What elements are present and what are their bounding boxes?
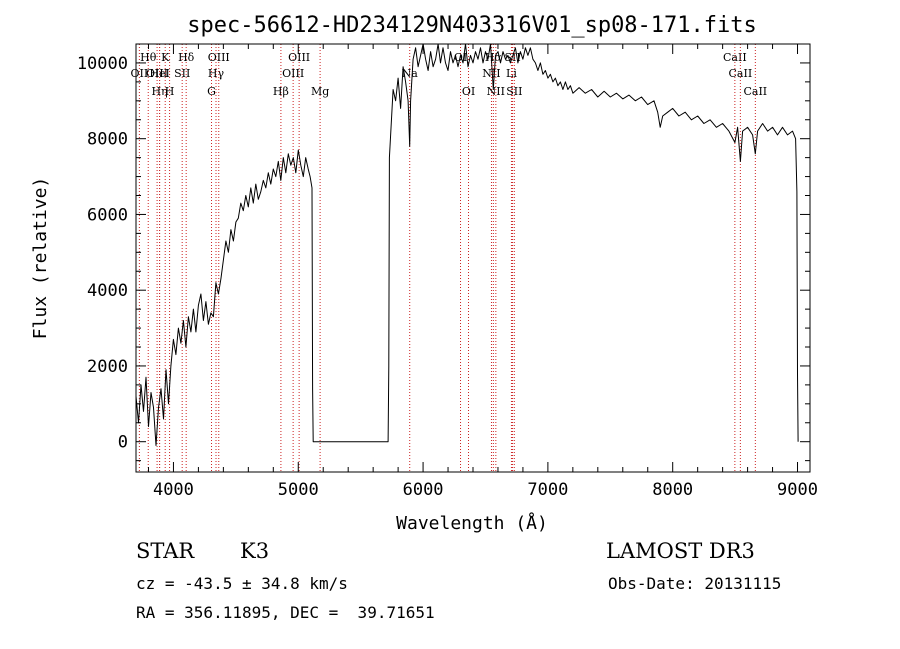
line-marker-label: Hγ bbox=[208, 67, 225, 80]
x-axis-label: Wavelength (Å) bbox=[396, 512, 548, 534]
line-marker-label: Li bbox=[506, 67, 517, 80]
line-marker-label: Mg bbox=[311, 85, 329, 98]
line-marker-label: OIII bbox=[288, 51, 310, 64]
x-tick-label: 7000 bbox=[527, 480, 568, 500]
y-tick-label: 2000 bbox=[87, 357, 128, 377]
line-marker-label: NII bbox=[482, 67, 500, 80]
x-tick-label: 6000 bbox=[403, 480, 444, 500]
line-marker-label: OII bbox=[131, 67, 149, 80]
object-class: STAR bbox=[136, 539, 195, 563]
line-marker-label: Hδ bbox=[178, 51, 195, 64]
observation-date: Obs-Date: 20131115 bbox=[608, 574, 782, 593]
line-marker-label: SII bbox=[506, 85, 522, 98]
line-marker-label: OIII bbox=[146, 67, 168, 80]
line-marker-label: OIII bbox=[282, 67, 304, 80]
line-marker-label: HeI bbox=[149, 67, 169, 80]
y-tick-label: 8000 bbox=[87, 130, 128, 150]
line-marker-label: Na bbox=[402, 67, 419, 80]
line-marker-label: CaII bbox=[729, 67, 753, 80]
spectrum-chart: spec-56612-HD234129N403316V01_sp08-171.f… bbox=[30, 13, 818, 534]
y-tick-label: 0 bbox=[118, 433, 128, 453]
x-tick-label: 9000 bbox=[777, 480, 818, 500]
object-subclass: K3 bbox=[240, 539, 270, 563]
line-marker-label: CaII bbox=[723, 51, 747, 64]
line-marker-label: Hβ bbox=[273, 85, 289, 98]
line-marker-label: OI bbox=[462, 85, 475, 98]
chart-title: spec-56612-HD234129N403316V01_sp08-171.f… bbox=[187, 13, 757, 38]
line-marker-label: Hθ bbox=[140, 51, 157, 64]
line-marker-label: SII bbox=[174, 67, 190, 80]
line-marker-label: CaII bbox=[743, 85, 767, 98]
y-tick-label: 10000 bbox=[77, 54, 128, 74]
spectrum-line-0 bbox=[135, 43, 799, 446]
y-axis-label: Flux (relative) bbox=[30, 177, 51, 340]
line-marker-label: Hη bbox=[151, 85, 167, 98]
coordinates-readout: RA = 356.11895, DEC = 39.71651 bbox=[136, 603, 435, 622]
plot-frame bbox=[135, 43, 811, 473]
redshift-readout: cz = -43.5 ± 34.8 km/s bbox=[136, 574, 348, 593]
line-marker-label: K bbox=[161, 51, 170, 64]
y-tick-label: 6000 bbox=[87, 205, 128, 225]
emission-line-markers: OIIHθOIIIHeIHηKHSIIHδGHγOIIIHβOIIIOIIIMg… bbox=[131, 44, 767, 472]
x-tick-label: 5000 bbox=[278, 480, 319, 500]
spectrum-series bbox=[135, 43, 799, 446]
survey-name: LAMOST DR3 bbox=[606, 539, 755, 563]
x-tick-label: 8000 bbox=[652, 480, 693, 500]
line-marker-label: NII bbox=[487, 85, 505, 98]
line-marker-label: G bbox=[207, 85, 216, 98]
line-marker-label: OIII bbox=[208, 51, 230, 64]
axis-ticks: 4000 5000 6000 7000 8000 9000 0 2000 4000 6000 800… bbox=[77, 43, 818, 500]
y-tick-label: 4000 bbox=[87, 281, 128, 301]
line-marker-label: H bbox=[165, 85, 175, 98]
x-tick-label: 4000 bbox=[153, 480, 194, 500]
